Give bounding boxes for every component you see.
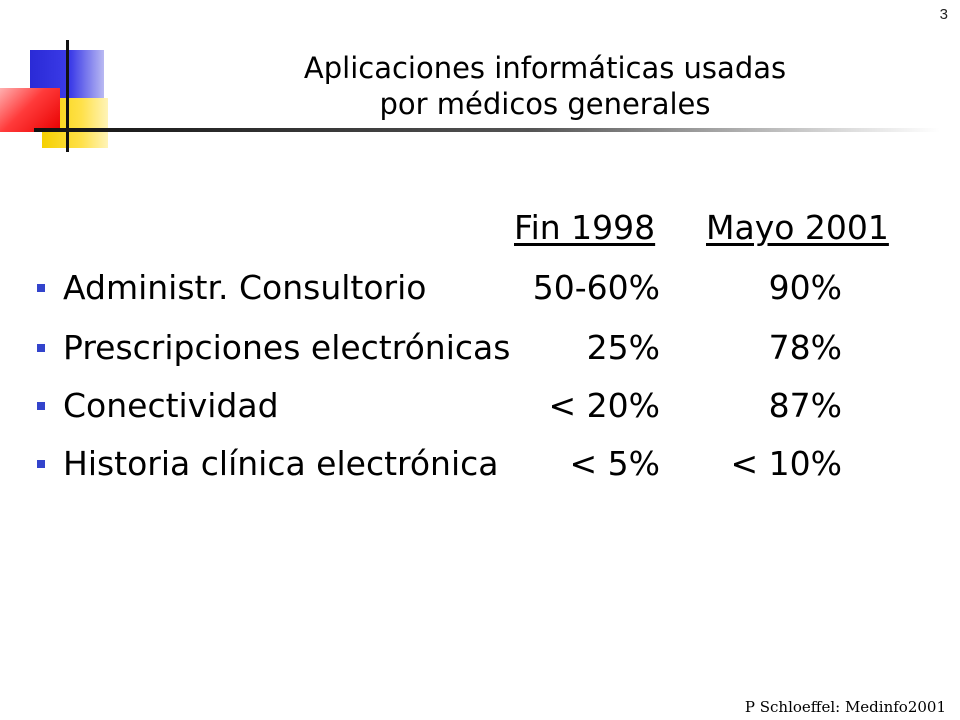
value-mayo-2001: 78% [768, 328, 842, 367]
bullet-icon [37, 344, 45, 352]
row-label: Historia clínica electrónica [63, 444, 499, 483]
red-square-shape [0, 88, 60, 132]
value-mayo-2001: 87% [768, 386, 842, 425]
decorative-logo [0, 0, 940, 160]
row-label: Administr. Consultorio [63, 268, 427, 307]
bullet-icon [37, 402, 45, 410]
value-fin-1998: 25% [586, 328, 660, 367]
column-header-mayo-2001: Mayo 2001 [706, 208, 889, 247]
title-divider [34, 128, 940, 132]
bullet-icon [37, 284, 45, 292]
value-fin-1998: < 5% [569, 444, 661, 483]
value-mayo-2001: < 10% [730, 444, 843, 483]
list-item: Administr. Consultorio 50-60% 90% [0, 262, 960, 318]
list-item: Historia clínica electrónica < 5% < 10% [0, 438, 960, 494]
slide-title: Aplicaciones informáticas usadas por méd… [175, 50, 915, 122]
footer-credit: P Schloeffel: Medinfo2001 [744, 698, 946, 716]
row-label: Prescripciones electrónicas [63, 328, 511, 367]
title-line-1: Aplicaciones informáticas usadas [303, 51, 787, 85]
row-label: Conectividad [63, 386, 279, 425]
value-fin-1998: 50-60% [532, 268, 660, 307]
value-fin-1998: < 20% [548, 386, 661, 425]
vertical-rule [66, 40, 69, 152]
page-number: 3 [939, 6, 948, 23]
value-mayo-2001: 90% [768, 268, 842, 307]
title-line-2: por médicos generales [379, 87, 711, 121]
bullet-icon [37, 460, 45, 468]
list-item: Prescripciones electrónicas 25% 78% [0, 322, 960, 378]
column-header-fin-1998: Fin 1998 [514, 208, 656, 247]
list-item: Conectividad < 20% 87% [0, 380, 960, 436]
